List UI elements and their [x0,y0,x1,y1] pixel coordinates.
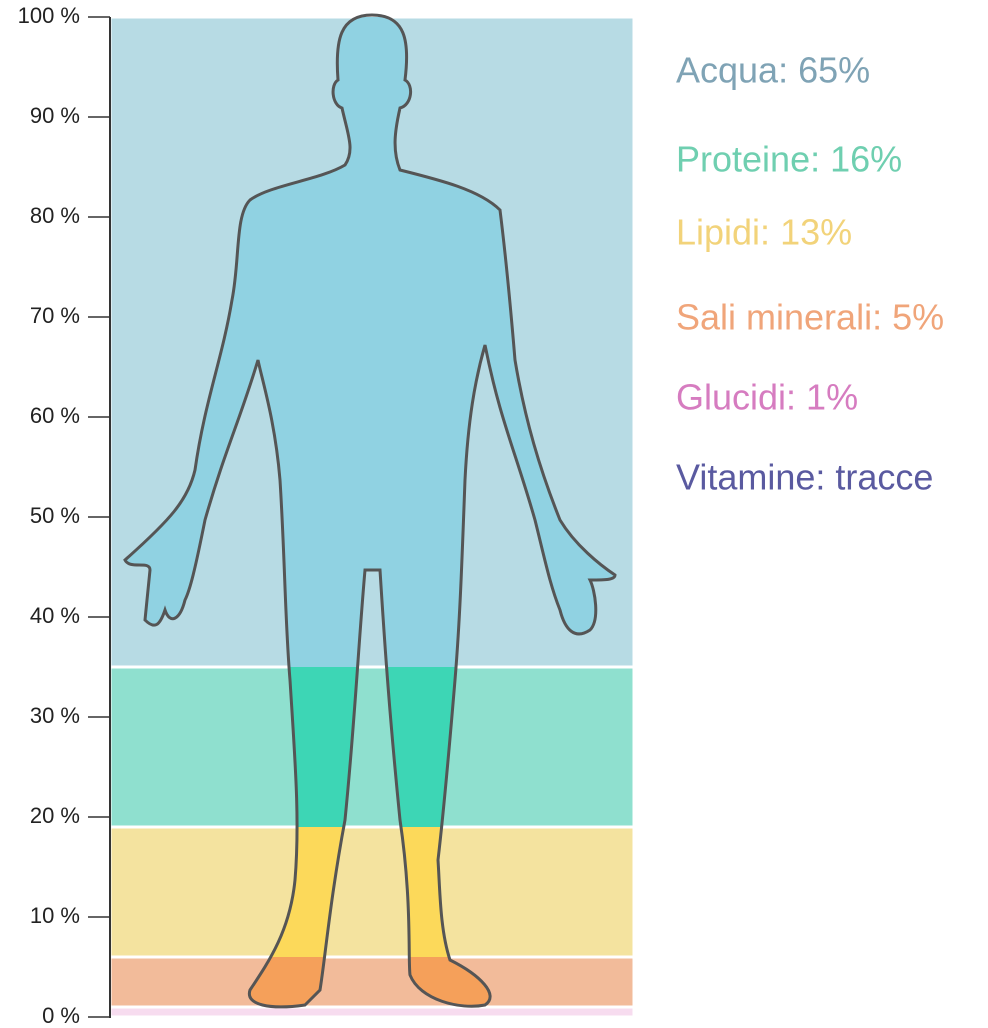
y-ticks: 0 % 10 % 20 % 30 % 40 % 50 % 60 % 70 % 80 % 90 % 1… [18,3,110,1023]
y-tick-label: 90 % [30,103,80,128]
legend-entry: Glucidi: 1% [676,377,858,418]
bar-segment [110,827,634,957]
legend: Vitamine: tracce Glucidi: 1% Sali minerali… [676,50,944,498]
y-tick-label: 30 % [30,703,80,728]
y-tick-label: 80 % [30,203,80,228]
bar-segment [110,667,634,827]
y-tick-label: 20 % [30,803,80,828]
chart: 0 % 10 % 20 % 30 % 40 % 50 % 60 % 70 % 80 % 90 % 1… [0,0,988,1023]
legend-entry: Vitamine: tracce [676,457,933,498]
y-tick-label: 40 % [30,603,80,628]
y-tick-label: 70 % [30,303,80,328]
legend-entry: Proteine: 16% [676,139,902,180]
y-tick-label: 0 % [42,1003,80,1023]
y-tick-label: 60 % [30,403,80,428]
legend-entry: Sali minerali: 5% [676,297,944,338]
legend-entry: Lipidi: 13% [676,212,852,253]
bar-segment [110,957,634,1007]
y-tick-label: 100 % [18,3,80,28]
page: {"chart_data": {"type": "stacked-bar", "… [0,0,988,1028]
legend-entry: Acqua: 65% [676,50,870,91]
y-tick-label: 10 % [30,903,80,928]
y-tick-label: 50 % [30,503,80,528]
